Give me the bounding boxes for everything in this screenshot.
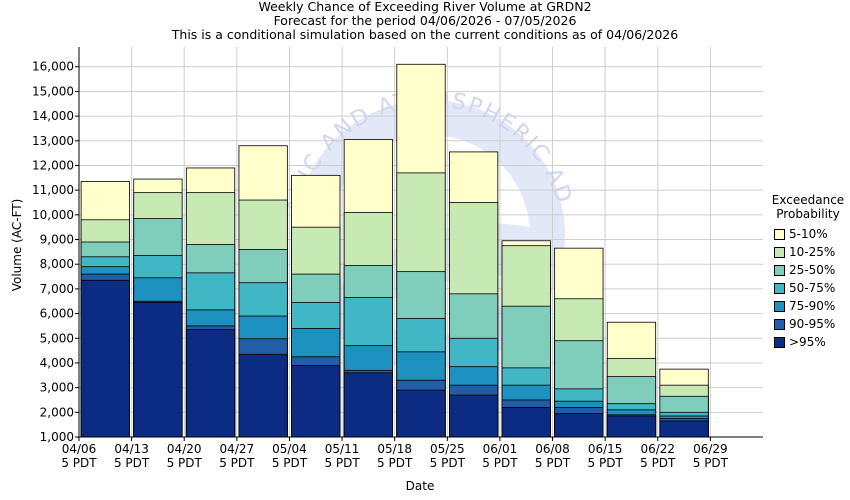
x-tick-label-time: 5 PDT: [219, 456, 255, 470]
y-tick-labels: 1,000 2,000 3,000 4,000 5,000 6,000 7,000 8,000…: [32, 60, 74, 444]
legend-label: 25-50%: [789, 263, 836, 277]
legend-item: 10-25%: [766, 243, 850, 261]
x-tick-label-date: 05/11: [325, 442, 360, 456]
bar-segment-7-5: [291, 365, 341, 438]
bar-segment-7-10: [554, 413, 604, 438]
y-tick-label: 12,000: [32, 158, 74, 172]
x-tick-label-time: 5 PDT: [377, 456, 413, 470]
y-tick-label: 8,000: [40, 257, 74, 271]
x-tick-label-date: 05/18: [377, 442, 412, 456]
legend-label: >95%: [789, 335, 826, 349]
x-tick-label-date: 05/04: [272, 442, 307, 456]
legend-swatch: [774, 336, 785, 348]
x-tick-label-time: 5 PDT: [114, 456, 150, 470]
bar-segment-7-12: [659, 420, 709, 438]
y-tick-label: 11,000: [32, 183, 74, 197]
legend-item: 90-95%: [766, 315, 850, 333]
legend-swatch: [774, 282, 785, 294]
chart-subtitle-2: This is a conditional simulation based o…: [171, 27, 679, 42]
y-tick-label: 13,000: [32, 134, 74, 148]
bar-segment-7-11: [606, 415, 657, 438]
x-tick-label-date: 04/20: [167, 442, 202, 456]
x-tick-label-time: 5 PDT: [482, 456, 518, 470]
x-tick-label-time: 5 PDT: [167, 456, 203, 470]
bar-segment-7-7: [396, 389, 446, 438]
legend: Exceedance Probability 5-10% 10-25% 25-50%…: [766, 193, 850, 351]
bar-segment-7-3: [185, 329, 236, 438]
legend-label: 10-25%: [789, 245, 836, 259]
legend-item: 5-10%: [766, 225, 850, 243]
y-tick-label: 10,000: [32, 208, 74, 222]
x-tick-label-time: 5 PDT: [272, 456, 308, 470]
legend-title: Exceedance Probability: [766, 193, 850, 221]
legend-title-line-2: Probability: [776, 207, 840, 221]
x-tick-label-time: 5 PDT: [61, 456, 97, 470]
legend-title-line-1: Exceedance: [771, 193, 845, 207]
x-tick-label-time: 5 PDT: [324, 456, 360, 470]
x-tick-label-time: 5 PDT: [588, 456, 624, 470]
y-tick-label: 6,000: [40, 307, 74, 321]
legend-label: 5-10%: [789, 227, 828, 241]
bar-segment-7-4: [238, 353, 288, 438]
x-tick-label-date: 06/22: [640, 442, 675, 456]
legend-swatch: [774, 228, 785, 240]
bar-segment-7-6: [343, 372, 393, 438]
y-tick-label: 5,000: [40, 331, 74, 345]
legend-item: 75-90%: [766, 297, 850, 315]
legend-swatch: [774, 300, 785, 312]
legend-swatch: [774, 264, 785, 276]
x-tick-label-time: 5 PDT: [430, 456, 466, 470]
legend-label: 50-75%: [789, 281, 836, 295]
x-tick-label-date: 05/25: [430, 442, 465, 456]
x-axis-label: Date: [406, 479, 435, 493]
y-tick-label: 4,000: [40, 356, 74, 370]
x-tick-label-time: 5 PDT: [535, 456, 571, 470]
axes: [75, 47, 763, 441]
legend-item: 25-50%: [766, 261, 850, 279]
y-tick-label: 14,000: [32, 109, 74, 123]
y-tick-label: 1,000: [40, 430, 74, 444]
legend-item: 50-75%: [766, 279, 850, 297]
bar-segment-7-9: [501, 406, 551, 438]
y-tick-label: 16,000: [32, 60, 74, 74]
x-tick-label-date: 06/29: [693, 442, 728, 456]
legend-label: 90-95%: [789, 317, 836, 331]
x-tick-label-date: 04/13: [114, 442, 149, 456]
bar-segment-7-2: [133, 302, 183, 438]
y-tick-label: 15,000: [32, 84, 74, 98]
x-tick-label-date: 04/06: [62, 442, 97, 456]
x-tick-label-date: 06/15: [588, 442, 623, 456]
x-tick-label-date: 04/27: [220, 442, 255, 456]
x-tick-label-date: 06/01: [483, 442, 518, 456]
legend-label: 75-90%: [789, 299, 836, 313]
y-tick-label: 2,000: [40, 405, 74, 419]
y-tick-label: 9,000: [40, 233, 74, 247]
bar-segment-7-8: [449, 394, 499, 438]
x-tick-label-time: 5 PDT: [640, 456, 676, 470]
chart-subtitle: Forecast for the period 04/06/2026 - 07/…: [273, 13, 577, 28]
bar-segment-7-1: [80, 279, 130, 438]
legend-swatch: [774, 318, 785, 330]
legend-item: >95%: [766, 333, 850, 351]
legend-swatch: [774, 246, 785, 258]
y-tick-label: 7,000: [40, 282, 74, 296]
y-axis-label: Volume (AC-FT): [10, 199, 24, 292]
y-tick-label: 3,000: [40, 381, 74, 395]
x-tick-label-date: 06/08: [535, 442, 570, 456]
bars: [80, 63, 709, 438]
chart-title: Weekly Chance of Exceeding River Volume …: [258, 0, 592, 14]
x-tick-label-time: 5 PDT: [693, 456, 729, 470]
